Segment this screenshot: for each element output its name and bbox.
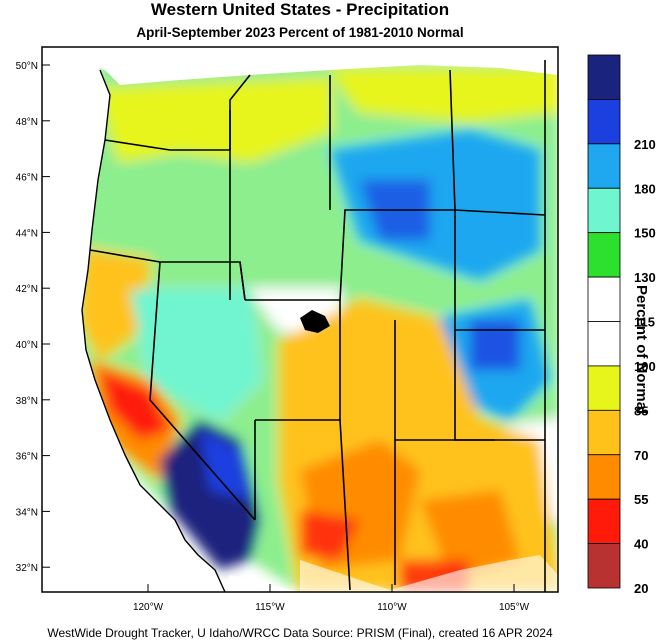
legend-swatch [587,187,621,234]
legend-label: 20 [634,581,648,596]
lon-label: 110°W [377,602,407,613]
state-borders [89,60,546,592]
legend-title: Percent of Normal [633,285,650,415]
footer-credit: WestWide Drought Tracker, U Idaho/WRCC D… [47,626,553,640]
lat-label: 38°N [16,396,38,407]
map-frame [41,46,559,593]
legend-swatch [587,143,621,189]
legend-colorbar: 210 180 150 130 115 100 85 70 55 40 20 [587,54,656,596]
lon-label: 115°W [255,602,285,613]
legend-swatch [587,543,621,589]
longitude-axis: 120°W 115°W 110°W 105°W [133,584,530,613]
legend-swatch [587,365,621,411]
legend-swatch [587,454,621,500]
lon-label: 120°W [133,602,164,613]
mexico-mask-2 [300,555,558,592]
legend-swatch [587,54,621,100]
lat-label: 42°N [16,284,38,295]
canada-mask [42,47,558,85]
great-salt-lake [300,310,330,333]
lon-label: 105°W [499,602,530,613]
lat-label: 48°N [16,117,38,128]
legend-swatch [587,276,621,322]
map-subtitle: April-September 2023 Percent of 1981-201… [136,25,464,40]
lat-label: 44°N [16,228,38,239]
lat-label: 46°N [16,173,38,184]
legend-label: 85 [634,403,648,418]
legend-label: 70 [634,448,648,463]
lat-label: 36°N [16,452,38,463]
lat-label: 32°N [16,563,38,574]
lat-label: 34°N [16,507,38,518]
legend-label: 100 [634,359,656,374]
mexico-mask [225,575,300,592]
legend-label: 115 [634,315,655,330]
legend-swatch [587,99,621,145]
latitude-axis: 50°N 48°N 46°N 44°N 42°N 40°N 38°N 36°N 34°N 32°N [16,61,50,574]
legend-label: 40 [634,537,648,552]
legend-swatch [587,498,621,544]
legend-swatch [587,321,621,367]
legend-label: 150 [634,226,656,241]
pacific-ocean [42,47,225,592]
lat-label: 50°N [16,61,38,72]
legend-label: 130 [634,270,656,285]
coastline [81,69,226,592]
legend-swatch [587,409,621,456]
lat-label: 40°N [16,340,38,351]
legend-label: 210 [634,137,656,152]
legend-label: 180 [634,181,656,196]
legend-swatch [587,232,621,278]
legend-label: 55 [634,492,648,507]
map-title: Western United States - Precipitation [150,0,450,19]
